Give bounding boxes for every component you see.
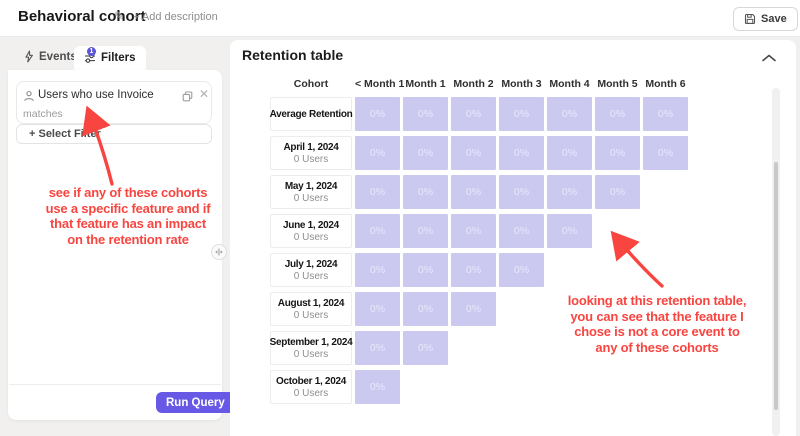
cohort-label: October 1, 2024 0 Users — [270, 370, 352, 404]
panel-resize-handle[interactable] — [211, 244, 227, 260]
retention-cell[interactable]: 0% — [643, 136, 688, 170]
top-bar — [0, 0, 800, 37]
table-row: June 1, 2024 0 Users 0% 0% 0% 0% 0% — [270, 214, 688, 248]
retention-cell[interactable]: 0% — [355, 97, 400, 131]
retention-cell[interactable]: 0% — [451, 292, 496, 326]
retention-cell[interactable]: 0% — [451, 175, 496, 209]
retention-cell[interactable]: 0% — [451, 253, 496, 287]
retention-cell[interactable]: 0% — [499, 214, 544, 248]
retention-cell[interactable]: 0% — [355, 292, 400, 326]
column-header: Month 5 — [597, 78, 638, 90]
retention-cell[interactable]: 0% — [451, 136, 496, 170]
retention-cell[interactable]: 0% — [643, 97, 688, 131]
retention-cell[interactable]: 0% — [355, 253, 400, 287]
panel-divider — [9, 384, 221, 385]
tab-filters[interactable]: 1 Filters — [74, 46, 146, 70]
retention-cell[interactable]: 0% — [403, 292, 448, 326]
edit-title-icon[interactable]: ✎ — [114, 9, 125, 23]
retention-cell[interactable]: 0% — [547, 136, 592, 170]
filters-count-badge: 1 — [87, 47, 96, 56]
close-icon[interactable]: ✕ — [199, 87, 210, 101]
filter-name: Users who use Invoice — [38, 89, 154, 101]
save-icon — [744, 13, 756, 25]
run-query-button[interactable]: Run Query — [156, 392, 235, 413]
retention-cell[interactable]: 0% — [451, 214, 496, 248]
retention-cell[interactable]: 0% — [547, 97, 592, 131]
cohort-label: August 1, 2024 0 Users — [270, 292, 352, 326]
cohort-label: July 1, 2024 0 Users — [270, 253, 352, 287]
annotation-left: see if any of these cohorts use a specif… — [45, 185, 211, 247]
table-row: April 1, 2024 0 Users 0% 0% 0% 0% 0% 0% 0% — [270, 136, 688, 170]
table-row: Average Retention 0% 0% 0% 0% 0% 0% 0% — [270, 97, 688, 131]
table-body: Average Retention 0% 0% 0% 0% 0% 0% 0% April 1, … — [270, 97, 688, 404]
cohort-label: September 1, 2024 0 Users — [270, 331, 353, 365]
tab-filters-label: Filters — [101, 52, 136, 64]
collapse-chevron-icon[interactable] — [761, 50, 777, 68]
cohort-label: Average Retention — [270, 97, 353, 131]
table-row: May 1, 2024 0 Users 0% 0% 0% 0% 0% 0% — [270, 175, 688, 209]
table-header-row: Cohort < Month 1 Month 1 Month 2 Month 3 Mont… — [270, 78, 688, 92]
retention-table: Cohort < Month 1 Month 1 Month 2 Month 3 Mont… — [270, 78, 688, 409]
column-header: Month 4 — [549, 78, 590, 90]
retention-cell[interactable]: 0% — [595, 97, 640, 131]
add-description-button[interactable]: + Add description — [133, 11, 218, 23]
retention-cell[interactable]: 0% — [547, 214, 592, 248]
retention-cell[interactable]: 0% — [595, 136, 640, 170]
cohort-label: April 1, 2024 0 Users — [270, 136, 352, 170]
cohort-label: May 1, 2024 0 Users — [270, 175, 352, 209]
copy-icon[interactable] — [182, 89, 193, 107]
retention-cell[interactable]: 0% — [547, 175, 592, 209]
retention-cell[interactable]: 0% — [403, 331, 448, 365]
retention-cell[interactable]: 0% — [595, 175, 640, 209]
table-row: August 1, 2024 0 Users 0% 0% 0% — [270, 292, 688, 326]
filter-operator: matches — [23, 108, 63, 120]
retention-cell[interactable]: 0% — [499, 253, 544, 287]
table-row: September 1, 2024 0 Users 0% 0% — [270, 331, 688, 365]
column-header: Month 1 — [405, 78, 446, 90]
scrollbar-thumb[interactable] — [774, 162, 778, 410]
table-row: July 1, 2024 0 Users 0% 0% 0% 0% — [270, 253, 688, 287]
retention-cell[interactable]: 0% — [403, 97, 448, 131]
save-button[interactable]: Save — [733, 7, 798, 31]
column-header: Month 6 — [645, 78, 686, 90]
retention-cell[interactable]: 0% — [499, 175, 544, 209]
retention-cell[interactable]: 0% — [451, 97, 496, 131]
column-header: Month 2 — [453, 78, 494, 90]
retention-cell[interactable]: 0% — [355, 175, 400, 209]
tab-events[interactable]: Events — [24, 50, 77, 63]
retention-cell[interactable]: 0% — [499, 97, 544, 131]
table-row: October 1, 2024 0 Users 0% — [270, 370, 688, 404]
retention-cell[interactable]: 0% — [499, 136, 544, 170]
retention-panel-title: Retention table — [242, 47, 344, 63]
column-header: Cohort — [293, 78, 329, 90]
page-title: Behavioral cohort — [18, 8, 146, 25]
save-button-label: Save — [761, 13, 787, 25]
cohort-label: June 1, 2024 0 Users — [270, 214, 352, 248]
filters-icon: 1 — [84, 47, 96, 64]
lightning-icon — [24, 50, 34, 63]
user-icon — [23, 89, 35, 107]
retention-cell[interactable]: 0% — [355, 331, 400, 365]
column-header: Month 3 — [501, 78, 542, 90]
retention-cell[interactable]: 0% — [403, 214, 448, 248]
retention-cell[interactable]: 0% — [355, 370, 400, 404]
retention-cell[interactable]: 0% — [403, 175, 448, 209]
select-filter-button[interactable]: + Select Filter — [16, 124, 212, 144]
retention-cell[interactable]: 0% — [355, 214, 400, 248]
tab-events-label: Events — [39, 50, 77, 63]
retention-cell[interactable]: 0% — [403, 136, 448, 170]
annotation-right: looking at this retention table, you can… — [567, 293, 747, 355]
retention-cell[interactable]: 0% — [355, 136, 400, 170]
filter-card[interactable] — [16, 81, 212, 124]
column-header: < Month 1 — [355, 78, 405, 90]
retention-cell[interactable]: 0% — [403, 253, 448, 287]
